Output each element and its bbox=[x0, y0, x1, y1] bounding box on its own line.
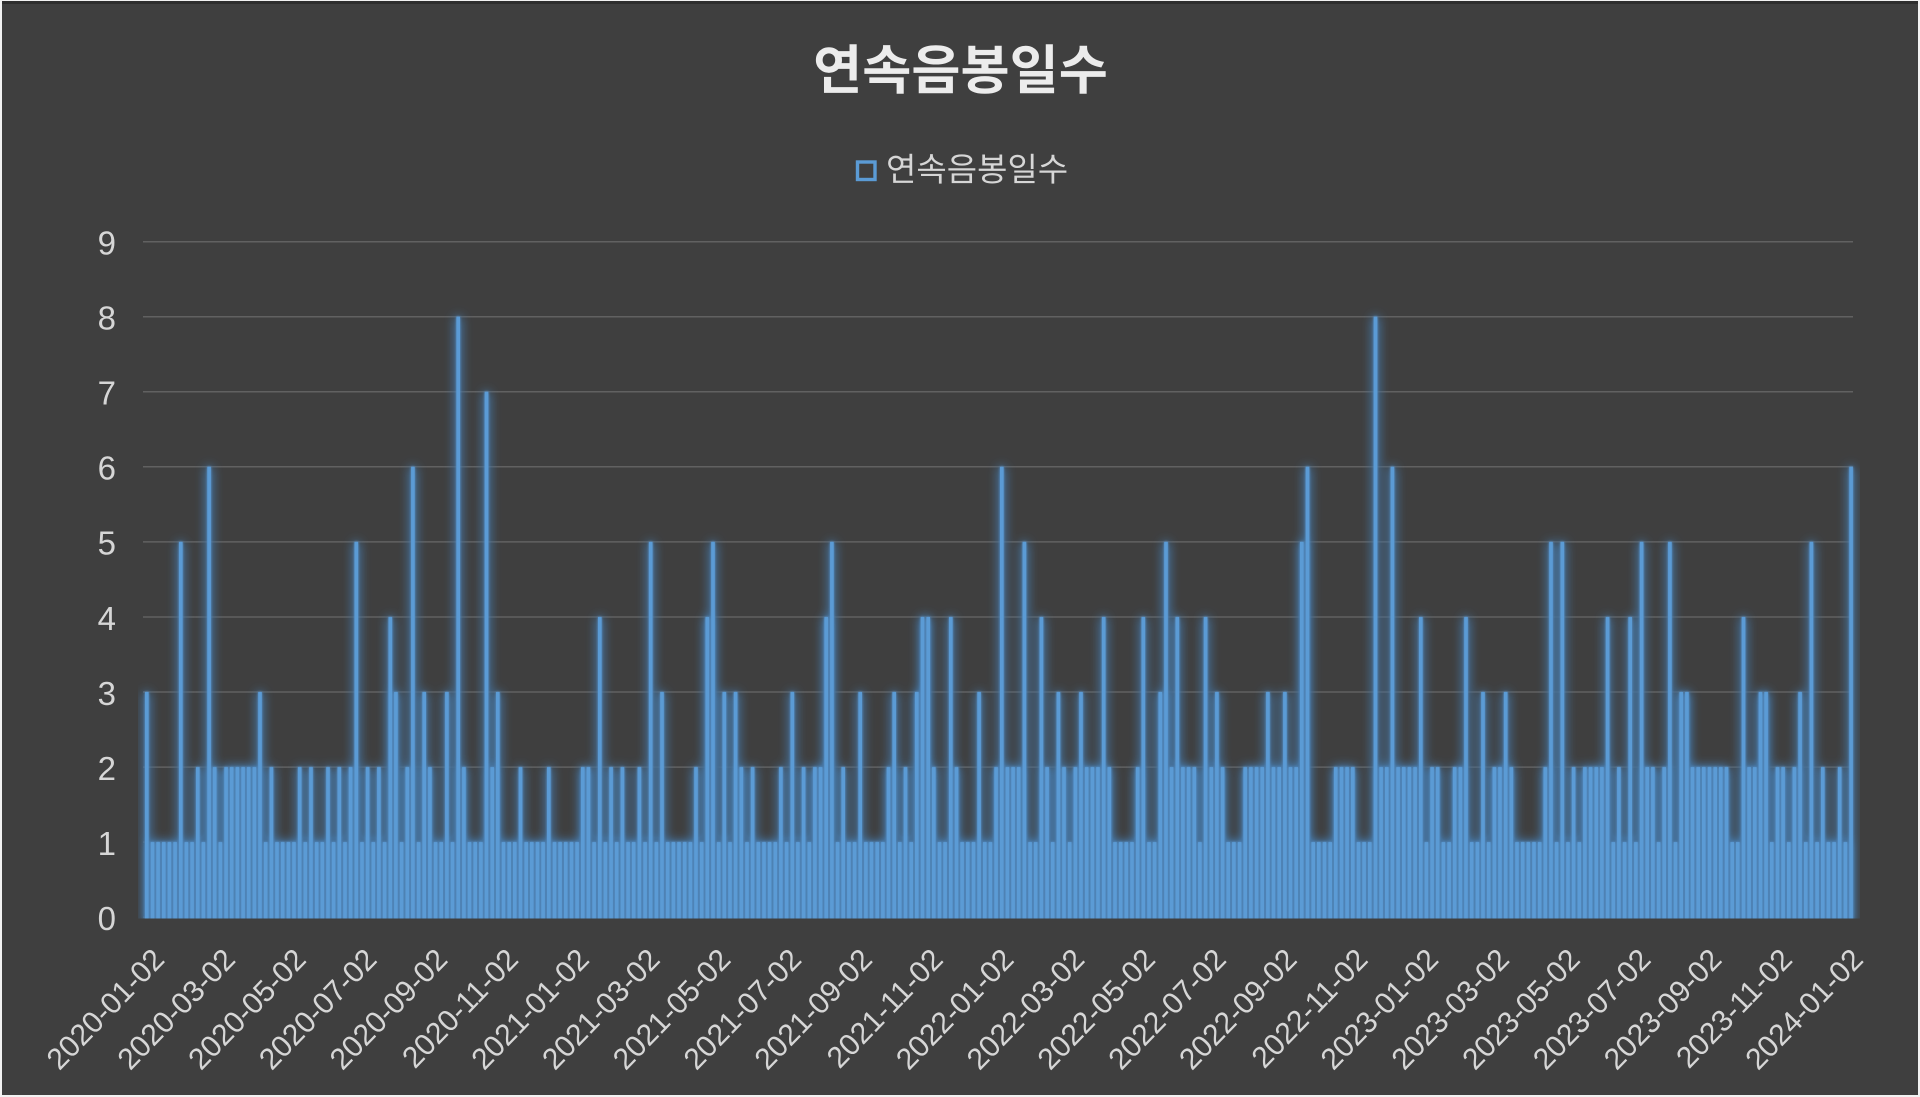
svg-text:9: 9 bbox=[98, 225, 116, 262]
svg-text:4: 4 bbox=[98, 600, 116, 637]
svg-text:2: 2 bbox=[98, 750, 116, 787]
svg-text:8: 8 bbox=[98, 300, 116, 337]
svg-text:6: 6 bbox=[98, 450, 116, 487]
svg-text:1: 1 bbox=[98, 825, 116, 862]
svg-text:3: 3 bbox=[98, 675, 116, 712]
svg-text:5: 5 bbox=[98, 525, 116, 562]
svg-text:0: 0 bbox=[98, 900, 116, 937]
svg-text:7: 7 bbox=[98, 375, 116, 412]
